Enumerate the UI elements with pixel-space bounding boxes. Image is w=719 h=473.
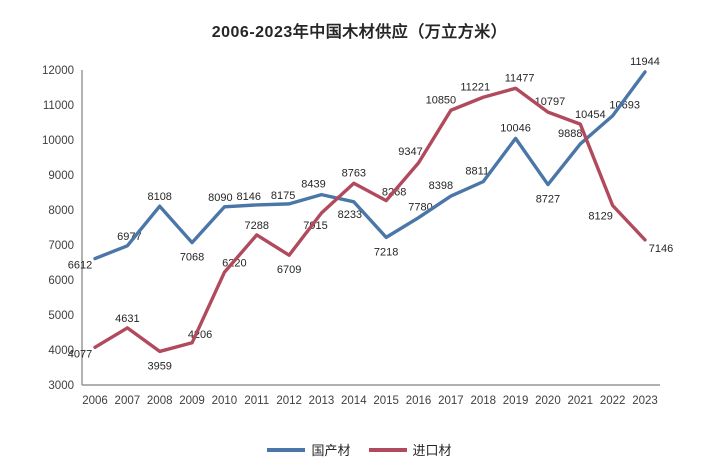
data-label: 7218 (374, 246, 398, 258)
x-tick-label: 2009 (179, 395, 205, 407)
data-label: 8233 (338, 209, 362, 221)
import-series-line (93, 86, 647, 354)
data-label: 8129 (588, 210, 612, 222)
data-label: 8398 (429, 180, 453, 192)
data-label: 3959 (147, 360, 171, 372)
data-label: 8727 (536, 194, 560, 206)
plot-area: 3000 4000 5000 6000 7000 8000 9000 10000 11000 12… (42, 56, 673, 407)
data-label: 10797 (535, 96, 566, 108)
data-label: 8108 (147, 191, 171, 203)
legend-label: 进口材 (412, 443, 452, 458)
y-tick-label: 8000 (48, 205, 74, 217)
y-tick-label: 11000 (43, 100, 74, 112)
data-label: 9888 (558, 128, 582, 140)
y-tick-label: 4000 (48, 345, 74, 357)
legend-item-domestic: 国产材 (267, 440, 351, 459)
data-label: 4631 (115, 313, 139, 325)
data-label: 8763 (342, 167, 366, 179)
data-label: 6612 (68, 260, 92, 272)
data-label: 11221 (460, 81, 490, 93)
x-tick-label: 2010 (212, 395, 238, 407)
x-tick-label: 2011 (244, 395, 269, 407)
data-label: 7288 (245, 220, 269, 232)
y-tick-label: 3000 (48, 380, 74, 392)
data-label: 7068 (180, 252, 204, 264)
y-tick-label: 10000 (42, 135, 74, 147)
data-label: 8175 (271, 190, 295, 202)
data-label: 10850 (426, 94, 457, 106)
data-label: 11477 (505, 72, 535, 84)
x-tick-label: 2015 (373, 395, 399, 407)
x-tick-label: 2019 (503, 395, 529, 407)
y-tick-label: 9000 (48, 170, 74, 182)
legend-line-swatch (368, 447, 407, 452)
legend-label: 国产材 (311, 443, 351, 458)
domestic-series-line (93, 70, 647, 261)
x-tick-label: 2023 (632, 395, 658, 407)
chart-title: 2006-2023年中国木材供应（万立方米） (211, 24, 508, 41)
x-tick-label: 2017 (438, 395, 464, 407)
data-label: 4077 (68, 348, 92, 360)
x-tick-label: 2013 (309, 395, 335, 407)
y-tick-label: 5000 (48, 310, 74, 322)
x-tick-label: 2012 (276, 395, 302, 407)
data-label: 9347 (398, 146, 422, 158)
data-label: 8439 (301, 179, 325, 191)
data-label: 4206 (188, 329, 212, 341)
x-tick-label: 2008 (147, 395, 173, 407)
x-tick-label: 2018 (470, 395, 496, 407)
y-tick-label: 7000 (48, 240, 74, 252)
x-tick-label: 2007 (115, 395, 141, 407)
chart-legend: 国产材 进口材 (0, 440, 719, 459)
legend-item-import: 进口材 (368, 440, 452, 459)
x-tick-label: 2006 (82, 395, 108, 407)
data-label: 10046 (500, 122, 531, 134)
data-label: 7146 (649, 243, 673, 255)
data-label: 10454 (575, 109, 606, 121)
x-tick-label: 2016 (406, 395, 432, 407)
x-tick-label: 2021 (567, 395, 593, 407)
data-label: 11944 (630, 56, 660, 68)
y-tick-label: 6000 (48, 275, 74, 287)
x-tick-label: 2022 (600, 395, 626, 407)
x-tick-label: 2020 (535, 395, 561, 407)
data-label: 8146 (237, 191, 261, 203)
data-label: 8090 (208, 192, 232, 204)
data-label: 8811 (465, 166, 489, 178)
data-label: 6709 (277, 264, 301, 276)
legend-line-swatch (267, 447, 306, 452)
x-tick-label: 2014 (341, 395, 367, 407)
y-tick-label: 12000 (42, 65, 74, 77)
